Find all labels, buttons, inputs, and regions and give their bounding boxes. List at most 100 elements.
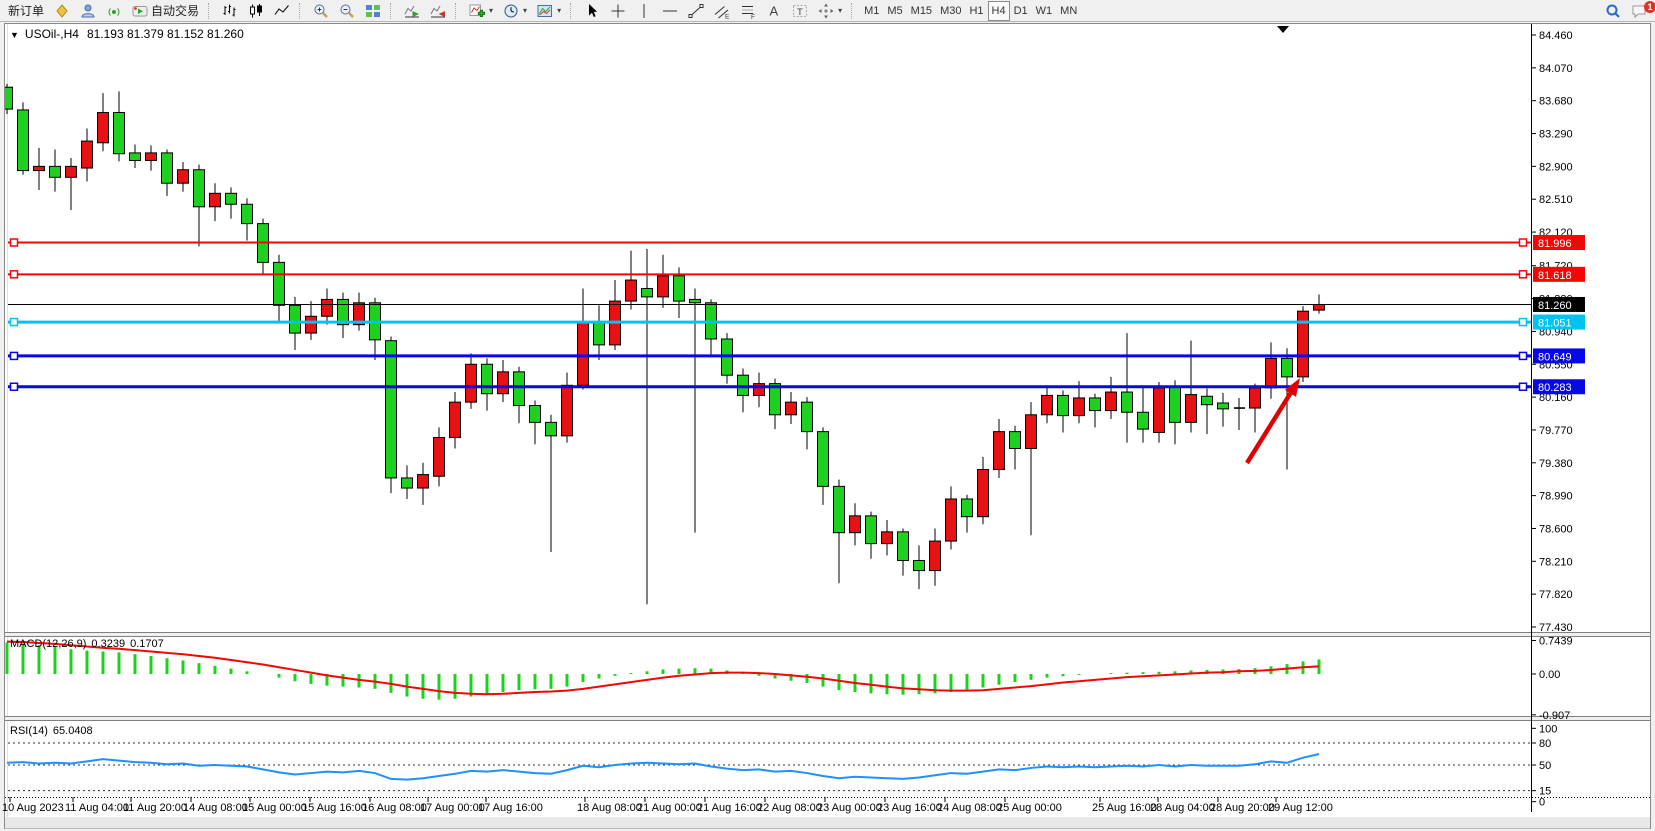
bar-chart-button[interactable] [217, 1, 243, 21]
horizontal-line-button[interactable] [657, 1, 683, 21]
trendline-button[interactable] [683, 1, 709, 21]
candle-body [305, 315, 317, 334]
indicators-button[interactable]: ▾ [464, 1, 498, 21]
zoom-out-button[interactable] [334, 1, 360, 21]
time-tick-label: 11 Aug 04:00 [65, 802, 129, 814]
tf-w1-button[interactable]: W1 [1032, 1, 1057, 21]
macd-name: MACD(12,26,9) [10, 638, 87, 650]
candle-body [81, 140, 93, 169]
candle-body [1041, 394, 1053, 416]
time-tick-label: 22 Aug 08:00 [757, 802, 822, 814]
price-badge [1533, 379, 1585, 395]
hline-handle[interactable] [1518, 238, 1528, 247]
periods-button[interactable]: ▾ [498, 1, 532, 21]
price-tick-label: 77.430 [1539, 622, 1573, 634]
candle-body [945, 498, 957, 542]
fibonacci-button[interactable]: F [735, 1, 761, 21]
panel-separator[interactable] [5, 716, 1650, 721]
chartshift-icon [430, 3, 446, 19]
candle-body [1025, 414, 1037, 449]
metaeditor-button[interactable] [49, 1, 75, 21]
cursor-button[interactable] [579, 1, 605, 21]
hline-handle[interactable] [9, 270, 19, 279]
zoom-in-button[interactable] [308, 1, 334, 21]
text-button[interactable]: A [761, 1, 787, 21]
candle-body [529, 405, 541, 423]
candle-body [1265, 357, 1277, 389]
tf-h1-button[interactable]: H1 [965, 1, 987, 21]
candle-body [561, 384, 573, 437]
candle-body [113, 111, 125, 155]
new-order-button[interactable]: 新订单 [3, 1, 49, 21]
arrows-button[interactable]: ▾ [813, 1, 847, 21]
hline-handle[interactable] [9, 238, 19, 247]
macd-signal-line [6, 640, 1320, 696]
tf-m1-button[interactable]: M1 [860, 1, 883, 21]
svg-text:F: F [751, 14, 755, 19]
tf-m15-button[interactable]: M15 [907, 1, 936, 21]
price-tick-label: 80.160 [1539, 392, 1573, 404]
candle-body [1249, 387, 1261, 409]
tf-m5-button[interactable]: M5 [883, 1, 906, 21]
dropdown-caret-icon: ▾ [523, 6, 528, 15]
letter-t-icon: T [792, 3, 808, 19]
notification-badge: 1 [1644, 0, 1655, 13]
price-tick-label: 82.900 [1539, 161, 1573, 173]
hline-handle[interactable] [1518, 317, 1528, 327]
templates-button[interactable]: ▾ [532, 1, 566, 21]
crosshair-button[interactable] [605, 1, 631, 21]
candle-body [881, 531, 893, 545]
panel-separator[interactable] [5, 632, 1650, 637]
signals-button[interactable] [101, 1, 127, 21]
candle-body [785, 401, 797, 416]
vertical-line-button[interactable] [631, 1, 657, 21]
arrow-annotation-head[interactable] [1284, 378, 1300, 397]
price-badge-label: 80.649 [1538, 351, 1572, 363]
line-chart-button[interactable] [269, 1, 295, 21]
candle-body [353, 302, 365, 326]
candles-icon [248, 3, 264, 19]
rsi-indicator-label: RSI(14) 65.0408 [10, 725, 98, 737]
candle-body [1089, 397, 1101, 412]
hline-handle[interactable] [9, 317, 19, 327]
signal-icon [106, 3, 122, 19]
price-tick-label: 83.680 [1539, 96, 1573, 108]
notifications-button[interactable]: 1 [1626, 0, 1655, 21]
candle-body [465, 363, 477, 403]
tf-h4-button[interactable]: H4 [987, 0, 1010, 21]
auto-scroll-button[interactable] [399, 1, 425, 21]
arrow-annotation[interactable] [1245, 386, 1296, 465]
tf-d1-button[interactable]: D1 [1010, 1, 1032, 21]
tf-m30-button[interactable]: M30 [936, 1, 965, 21]
candle-body [177, 169, 189, 184]
price-badge [1533, 296, 1585, 312]
time-tick-label: 14 Aug 08:00 [183, 802, 248, 814]
time-tick-label: 28 Aug 20:00 [1210, 802, 1275, 814]
candlestick-chart-button[interactable] [243, 1, 269, 21]
candle-body [801, 401, 813, 433]
candle-body [753, 383, 765, 396]
hline-handle[interactable] [1518, 270, 1528, 279]
hline-handle[interactable] [1518, 351, 1528, 361]
candle-body [1009, 431, 1021, 449]
candle-body [49, 165, 61, 178]
tf-mn-button[interactable]: MN [1056, 1, 1081, 21]
tile-windows-button[interactable] [360, 1, 386, 21]
time-tick-label: 25 Aug 00:00 [997, 802, 1062, 814]
trendline-icon [688, 3, 704, 19]
candle-body [1057, 394, 1069, 417]
candle-body [129, 152, 141, 161]
chart-shift-marker[interactable] [1277, 26, 1289, 33]
channel-button[interactable]: E [709, 1, 735, 21]
text-label-button[interactable]: T [787, 1, 813, 21]
autotrading-button[interactable]: 自动交易 [127, 1, 204, 21]
candle-body [145, 152, 157, 161]
market-watch-button[interactable] [75, 1, 101, 21]
hline-handle[interactable] [9, 382, 19, 391]
chart-shift-button[interactable] [425, 1, 451, 21]
search-button[interactable] [1600, 1, 1626, 21]
time-tick-label: 17 Aug 00:00 [420, 802, 485, 814]
hline-handle[interactable] [9, 351, 19, 361]
hline-handle[interactable] [1518, 382, 1528, 391]
